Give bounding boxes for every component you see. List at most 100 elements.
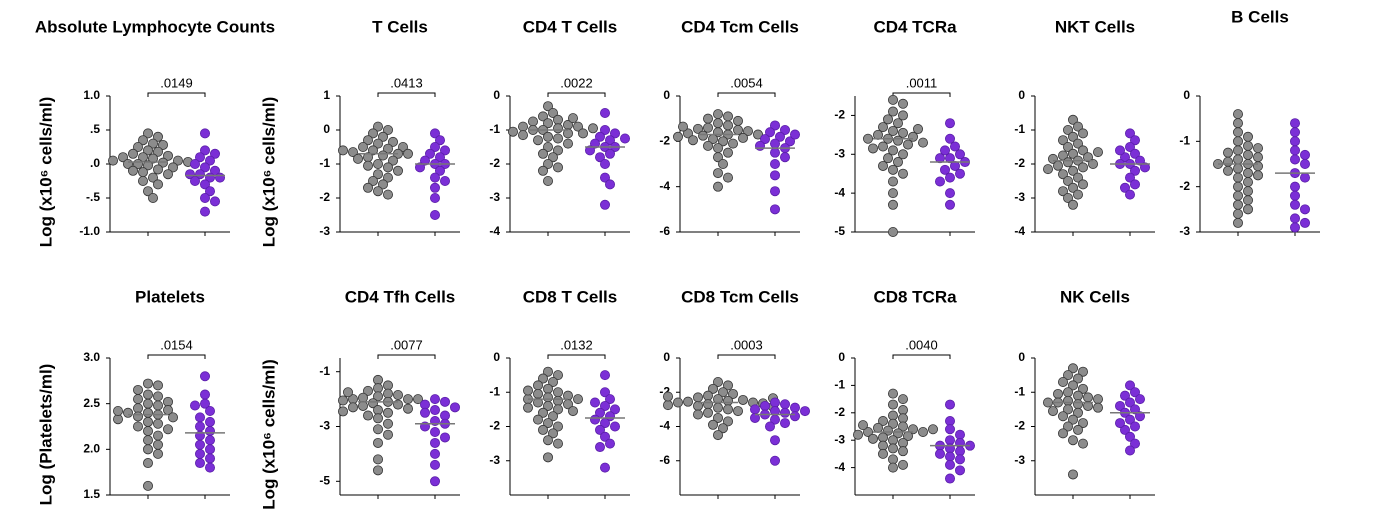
p-value: .0054: [730, 75, 763, 90]
data-point: [397, 141, 408, 152]
data-point: [780, 152, 791, 163]
data-point: [945, 399, 956, 410]
data-point: [137, 175, 148, 186]
data-point: [204, 405, 215, 416]
data-point: [204, 462, 215, 473]
panel-title: NKT Cells: [1055, 17, 1135, 36]
data-point: [533, 397, 544, 408]
data-point: [940, 164, 951, 175]
panel-title: CD8 TCRa: [873, 287, 957, 306]
y-tick-label: 0: [663, 350, 670, 364]
y-tick-label: -2: [489, 156, 500, 170]
data-point: [1058, 186, 1069, 197]
p-value: .0011: [906, 75, 938, 90]
data-point: [883, 153, 894, 164]
data-point: [523, 402, 534, 413]
data-point: [543, 141, 554, 152]
data-point: [780, 407, 791, 418]
data-point: [1130, 179, 1141, 190]
data-point: [1063, 387, 1074, 398]
significance-bracket: [547, 92, 606, 97]
data-point: [429, 128, 440, 139]
panel-title: Absolute Lymphocyte Counts: [35, 17, 275, 36]
data-point: [600, 172, 611, 183]
data-point: [733, 125, 744, 136]
data-point: [698, 130, 709, 141]
data-point: [1125, 431, 1136, 442]
data-point: [610, 421, 621, 432]
data-point: [733, 406, 744, 417]
y-tick-label: -1: [489, 384, 500, 398]
data-point: [1233, 172, 1244, 183]
data-point: [955, 454, 966, 465]
data-point: [543, 366, 554, 377]
data-point: [775, 131, 786, 142]
data-point: [367, 175, 378, 186]
y-tick-label: -3: [1179, 224, 1190, 238]
data-point: [1130, 387, 1141, 398]
data-point: [142, 128, 153, 139]
data-point: [898, 421, 909, 432]
panel: CD8 T Cells -3 -2 -1 0 .0132: [489, 287, 630, 499]
data-point: [693, 123, 704, 134]
data-point: [1063, 370, 1074, 381]
data-point: [367, 128, 378, 139]
data-point: [605, 438, 616, 449]
data-point: [434, 165, 445, 176]
p-value: .0040: [905, 337, 938, 352]
data-point: [713, 181, 724, 192]
data-point: [928, 424, 939, 435]
data-point: [893, 135, 904, 146]
data-point: [563, 138, 574, 149]
significance-bracket: [147, 92, 206, 97]
data-point: [898, 413, 909, 424]
data-point: [553, 123, 564, 134]
data-point: [568, 406, 579, 417]
y-tick-label: -3: [834, 432, 845, 446]
data-point: [204, 435, 215, 446]
data-point: [1063, 395, 1074, 406]
data-point: [595, 442, 606, 453]
data-point: [713, 402, 724, 413]
data-point: [1125, 397, 1136, 408]
data-point: [152, 391, 163, 402]
data-point: [1063, 404, 1074, 415]
data-point: [167, 162, 178, 173]
data-point: [194, 169, 205, 180]
data-point: [1115, 145, 1126, 156]
y-tick-label: -.5: [86, 190, 100, 204]
data-point: [1063, 421, 1074, 432]
data-point: [888, 226, 899, 237]
data-point: [760, 134, 771, 145]
y-tick-label: 1: [323, 88, 330, 102]
y-tick-label: 0: [1018, 350, 1025, 364]
y-tick-label: -3: [319, 224, 330, 238]
data-point: [770, 158, 781, 169]
data-point: [663, 391, 674, 402]
data-point: [429, 209, 440, 220]
data-point: [1115, 418, 1126, 429]
y-tick-label: -1: [319, 156, 330, 170]
data-point: [945, 473, 956, 484]
significance-bracket: [892, 354, 951, 359]
data-point: [673, 131, 684, 142]
data-point: [898, 394, 909, 405]
y-tick-label: .5: [90, 122, 100, 136]
data-point: [402, 148, 413, 159]
data-point: [543, 158, 554, 169]
data-point: [688, 135, 699, 146]
data-point: [703, 390, 714, 401]
data-point: [142, 435, 153, 446]
data-point: [189, 158, 200, 169]
data-point: [419, 407, 430, 418]
data-point: [132, 384, 143, 395]
significance-bracket: [147, 354, 206, 359]
data-point: [940, 145, 951, 156]
data-point: [372, 374, 383, 385]
data-point: [387, 136, 398, 147]
data-point: [733, 115, 744, 126]
data-point: [543, 435, 554, 446]
y-tick-label: 2.0: [83, 442, 100, 456]
data-point: [873, 422, 884, 433]
y-tick-label: -4: [1014, 224, 1025, 238]
